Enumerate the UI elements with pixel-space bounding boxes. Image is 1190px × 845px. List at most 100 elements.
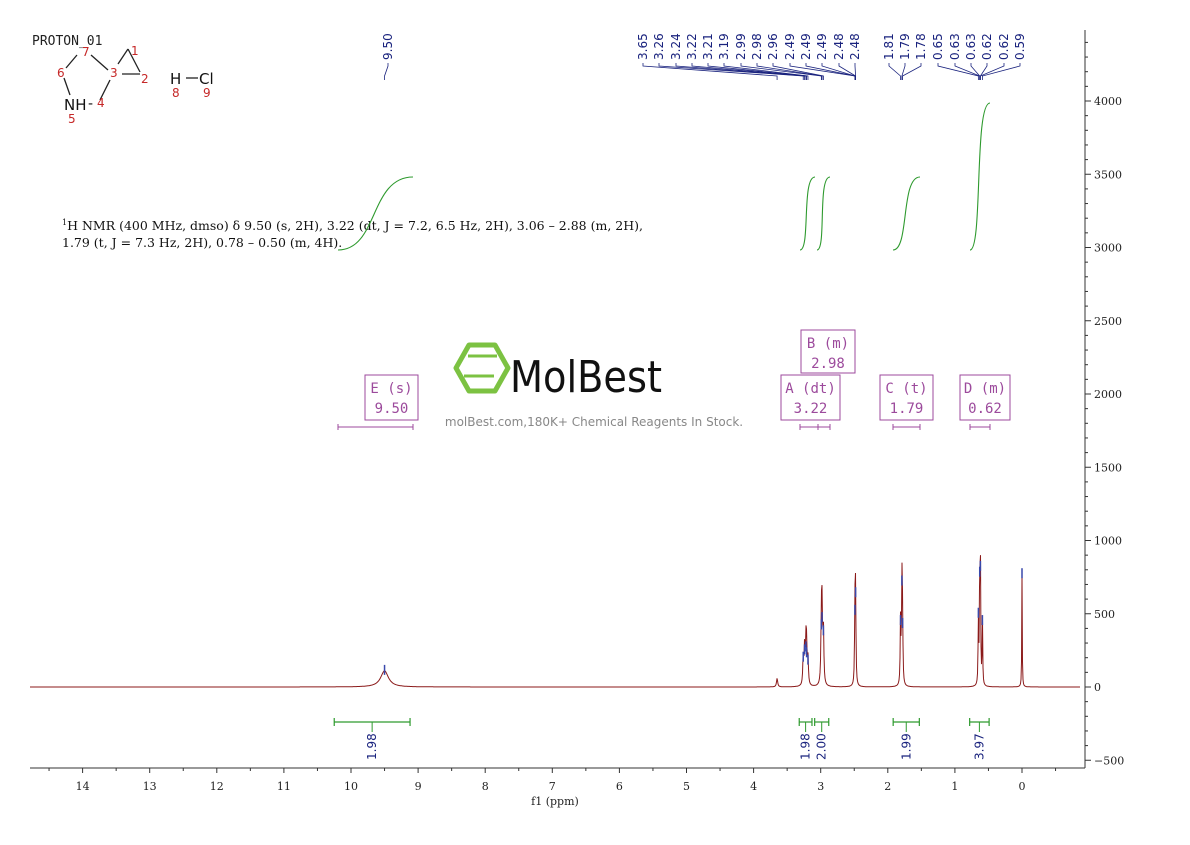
multiplet-type: A (dt) <box>785 381 836 397</box>
x-tick-label: 5 <box>683 780 690 793</box>
multiplet-shift: 9.50 <box>375 401 409 417</box>
peak-label-leader <box>772 63 824 80</box>
peak-label: 3.24 <box>669 33 683 60</box>
x-tick-label: 13 <box>143 780 157 793</box>
multiplet-shift: 1.79 <box>890 401 924 417</box>
molbest-logo-icon <box>453 342 511 394</box>
peak-label-leader <box>888 63 901 80</box>
integral-curve <box>799 176 816 251</box>
nh-label: NH <box>64 96 87 114</box>
x-tick-label: 4 <box>750 780 757 793</box>
y-tick-label: 4000 <box>1094 95 1122 108</box>
experiment-label: PROTON_01 <box>32 34 102 49</box>
x-tick-label: 2 <box>884 780 891 793</box>
structure-bonds <box>63 48 198 101</box>
x-tick-label: 6 <box>616 780 623 793</box>
peak-label: 0.65 <box>931 33 945 60</box>
multiplet-box <box>800 329 856 374</box>
y-tick-label: 3500 <box>1094 168 1122 181</box>
molbest-tagline: molBest.com,180K+ Chemical Reagents In S… <box>445 415 743 429</box>
h-label: H <box>170 70 181 88</box>
multiplet-type: E (s) <box>370 381 412 397</box>
peak-label-leader <box>838 63 856 80</box>
spectrum-trace <box>30 555 1080 688</box>
description-superscript: 1 <box>62 218 67 227</box>
multiplet-box <box>959 374 1011 421</box>
peak-label: 2.49 <box>815 33 829 60</box>
x-tick-label: 9 <box>415 780 422 793</box>
atom-number-6: 6 <box>57 66 65 80</box>
peak-label: 1.78 <box>914 33 928 60</box>
y-tick-label: 3000 <box>1094 242 1122 255</box>
peak-label: 0.59 <box>1013 33 1027 60</box>
peak-label: 3.26 <box>652 33 666 60</box>
peak-label: 0.62 <box>997 33 1011 60</box>
y-tick-label: 2500 <box>1094 315 1122 328</box>
plot-frame <box>30 30 1086 769</box>
peak-label: 2.48 <box>832 33 846 60</box>
peak-label-leader <box>901 63 906 80</box>
peak-label: 3.19 <box>717 33 731 60</box>
integral-curve <box>969 102 991 251</box>
y-tick-label: 1500 <box>1094 461 1122 474</box>
multiplet-box <box>780 374 841 421</box>
peak-label-leader <box>723 63 809 80</box>
nmr-description-line2: 1.79 (t, J = 7.3 Hz, 2H), 0.78 – 0.50 (m… <box>62 235 342 250</box>
x-tick-label: 3 <box>817 780 824 793</box>
integral-value: 1.99 <box>899 733 913 760</box>
peak-label-leader <box>756 63 823 80</box>
integral-curves <box>337 102 991 251</box>
multiplet-type: C (t) <box>885 381 927 397</box>
description-line1-text: H NMR (400 MHz, dmso) δ 9.50 (s, 2H), 3.… <box>67 218 643 233</box>
nmr-description-line1: 1H NMR (400 MHz, dmso) δ 9.50 (s, 2H), 3… <box>62 218 643 233</box>
peak-label: 2.99 <box>734 33 748 60</box>
atom-number-3: 3 <box>110 66 118 80</box>
peak-label: 9.50 <box>381 33 395 60</box>
x-tick-label: 8 <box>482 780 489 793</box>
peak-label-leader <box>982 63 1021 80</box>
atom-number-7: 7 <box>82 45 90 59</box>
integral-value: 3.97 <box>972 733 986 760</box>
multiplet-box <box>364 374 419 421</box>
peak-label-leader <box>979 63 988 80</box>
multiplet-box <box>879 374 934 421</box>
peak-label: 2.48 <box>848 33 862 60</box>
x-tick-label: 0 <box>1019 780 1026 793</box>
peak-label-group: 9.50 3.65 3.26 3.24 3.22 3.21 3.19 2.99 2.98 2.96… <box>381 33 1027 80</box>
x-tick-label: 7 <box>549 780 556 793</box>
x-axis-label: f1 (ppm) <box>531 795 579 808</box>
molbest-watermark: MolBest molBest.com,180K+ Chemical Reage… <box>445 342 743 429</box>
peak-label: 3.65 <box>636 33 650 60</box>
atom-number-1: 1 <box>131 44 139 58</box>
peak-label: 0.62 <box>980 33 994 60</box>
atom-number-9: 9 <box>203 86 211 100</box>
integral-value: 1.98 <box>365 733 379 760</box>
peak-label: 2.98 <box>750 33 764 60</box>
atom-number-2: 2 <box>141 72 149 86</box>
peak-label-leader <box>854 63 856 80</box>
peak-label-leader <box>902 63 922 80</box>
peak-label-leader <box>675 63 805 80</box>
peak-label-leader <box>740 63 822 80</box>
multiplet-shift: 3.22 <box>794 401 828 417</box>
peak-label-leader <box>979 63 1005 80</box>
y-tick-label: −500 <box>1094 754 1124 767</box>
x-axis: 14 13 12 11 10 9 8 7 6 5 4 3 2 1 0 <box>48 768 1057 793</box>
atom-number-5: 5 <box>68 112 76 126</box>
x-tick-label: 1 <box>951 780 958 793</box>
peak-label-leader <box>970 63 981 80</box>
peak-label: 3.21 <box>701 33 715 60</box>
peak-label: 2.49 <box>799 33 813 60</box>
integral-curve <box>337 176 414 251</box>
y-tick-label: 1000 <box>1094 535 1122 548</box>
x-tick-label: 14 <box>76 780 90 793</box>
peak-label: 1.79 <box>898 33 912 60</box>
cl-label: Cl <box>199 70 214 88</box>
x-tick-label: 12 <box>210 780 224 793</box>
y-tick-label: 500 <box>1094 608 1115 621</box>
peak-label: 3.22 <box>685 33 699 60</box>
peak-label-leader <box>821 63 856 80</box>
y-tick-label: 0 <box>1094 681 1101 694</box>
